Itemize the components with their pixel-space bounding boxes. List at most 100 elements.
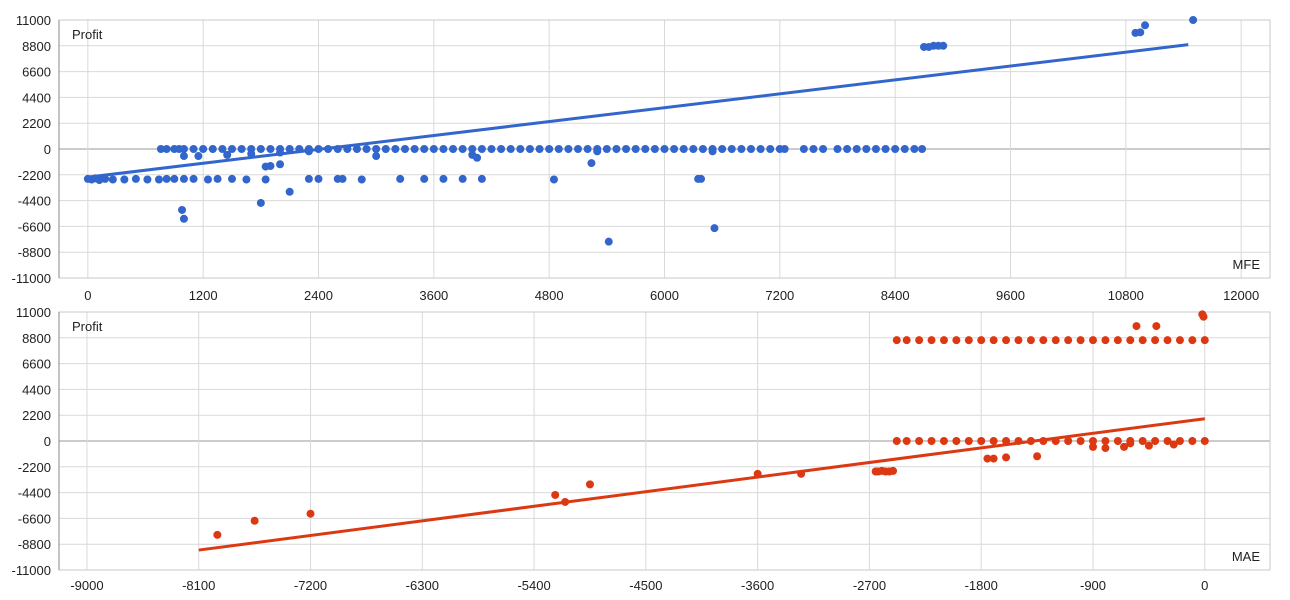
mae-point bbox=[927, 336, 936, 345]
mae-point bbox=[989, 437, 998, 445]
mae-point bbox=[977, 336, 986, 345]
mfe-point bbox=[420, 145, 429, 153]
mae-point bbox=[1051, 336, 1060, 345]
mfe-point bbox=[799, 145, 808, 153]
mfe-point bbox=[1141, 21, 1150, 30]
mfe-point bbox=[697, 174, 706, 183]
mfe-point bbox=[679, 145, 688, 153]
mfe-point bbox=[766, 145, 775, 153]
mae-point bbox=[1101, 444, 1110, 453]
mae-ytick-label: 6600 bbox=[22, 357, 51, 372]
mae-point bbox=[1076, 336, 1085, 345]
mae-xtick-label: -7200 bbox=[294, 578, 327, 593]
mae-point bbox=[1120, 442, 1129, 451]
mfe-point bbox=[477, 145, 486, 153]
mfe-point bbox=[261, 175, 270, 184]
mfe-point bbox=[622, 145, 631, 153]
mfe-ytick-label: 6600 bbox=[22, 65, 51, 80]
mfe-point bbox=[439, 145, 448, 153]
mfe-ytick-label: -8800 bbox=[18, 245, 51, 260]
mfe-point bbox=[871, 145, 880, 153]
mfe-point bbox=[285, 187, 294, 196]
mae-point bbox=[1113, 336, 1122, 345]
mae-point bbox=[964, 336, 973, 345]
mfe-xtick-label: 0 bbox=[84, 288, 91, 303]
mfe-ytick-label: -11000 bbox=[11, 271, 51, 286]
mae-ytick-label: -2200 bbox=[18, 460, 51, 475]
mfe-point bbox=[833, 145, 842, 153]
mfe-point bbox=[631, 145, 640, 153]
mae-point bbox=[1089, 442, 1098, 451]
mae-point bbox=[1076, 437, 1085, 445]
mfe-point bbox=[162, 145, 171, 153]
mfe-y-axis-label: Profit bbox=[72, 27, 103, 42]
mfe-trendline bbox=[87, 43, 1189, 179]
mfe-point bbox=[756, 145, 765, 153]
mae-point bbox=[1163, 336, 1172, 345]
mfe-point bbox=[727, 145, 736, 153]
mfe-point bbox=[381, 145, 390, 153]
mae-point bbox=[1200, 336, 1209, 345]
mfe-point bbox=[710, 224, 719, 233]
mae-point bbox=[902, 437, 911, 445]
mfe-xtick-label: 10800 bbox=[1108, 288, 1144, 303]
mae-point bbox=[902, 336, 911, 345]
mae-point bbox=[551, 490, 560, 499]
mfe-xtick-label: 3600 bbox=[419, 288, 448, 303]
mfe-point bbox=[602, 145, 611, 153]
mfe-point bbox=[178, 205, 187, 214]
mfe-point bbox=[357, 175, 366, 184]
mfe-point bbox=[525, 145, 534, 153]
mae-point bbox=[939, 336, 948, 345]
mfe-point bbox=[549, 175, 558, 184]
mfe-point bbox=[554, 145, 563, 153]
mfe-point bbox=[497, 145, 506, 153]
mfe-xtick-label: 9600 bbox=[996, 288, 1025, 303]
mae-xtick-label: 0 bbox=[1201, 578, 1208, 593]
mfe-xtick-label: 2400 bbox=[304, 288, 333, 303]
mae-x-axis-label: MAE bbox=[1232, 549, 1261, 564]
mae-ytick-label: -11000 bbox=[11, 563, 51, 578]
mae-xtick-label: -1800 bbox=[965, 578, 998, 593]
mfe-point bbox=[604, 237, 613, 246]
mae-xtick-label: -2700 bbox=[853, 578, 886, 593]
mae-point bbox=[989, 336, 998, 345]
mfe-ytick-label: 8800 bbox=[22, 39, 51, 54]
mfe-xtick-label: 8400 bbox=[881, 288, 910, 303]
mfe-point bbox=[218, 145, 227, 153]
mfe-point bbox=[477, 174, 486, 183]
mfe-point bbox=[285, 145, 294, 153]
mae-point bbox=[977, 437, 986, 445]
mfe-point bbox=[718, 145, 727, 153]
mae-point bbox=[1002, 453, 1011, 462]
mfe-point bbox=[266, 162, 275, 171]
mae-trendline bbox=[198, 417, 1205, 552]
mfe-point bbox=[429, 145, 438, 153]
mfe-ytick-label: 11000 bbox=[16, 13, 51, 28]
mae-point bbox=[889, 466, 898, 475]
mfe-point bbox=[223, 150, 232, 159]
mfe-point bbox=[881, 145, 890, 153]
mfe-point bbox=[458, 174, 467, 183]
mfe-point bbox=[593, 147, 602, 156]
mfe-ytick-label: 4400 bbox=[22, 90, 51, 105]
mae-point bbox=[952, 437, 961, 445]
mfe-point bbox=[247, 149, 256, 158]
mae-point bbox=[1064, 336, 1073, 345]
mfe-point bbox=[143, 175, 152, 184]
mae-xtick-label: -6300 bbox=[406, 578, 439, 593]
mfe-point bbox=[256, 145, 265, 153]
mfe-point bbox=[439, 174, 448, 183]
mae-point bbox=[1175, 336, 1184, 345]
mfe-point bbox=[1136, 28, 1145, 37]
mae-point bbox=[989, 454, 998, 463]
mae-point bbox=[306, 509, 315, 518]
mfe-point bbox=[708, 147, 717, 156]
mfe-xtick-label: 6000 bbox=[650, 288, 679, 303]
mfe-point bbox=[179, 152, 188, 161]
mae-ytick-label: -6600 bbox=[18, 511, 51, 526]
mae-point bbox=[1132, 322, 1141, 331]
mfe-point bbox=[108, 175, 117, 184]
mfe-point bbox=[162, 174, 171, 183]
